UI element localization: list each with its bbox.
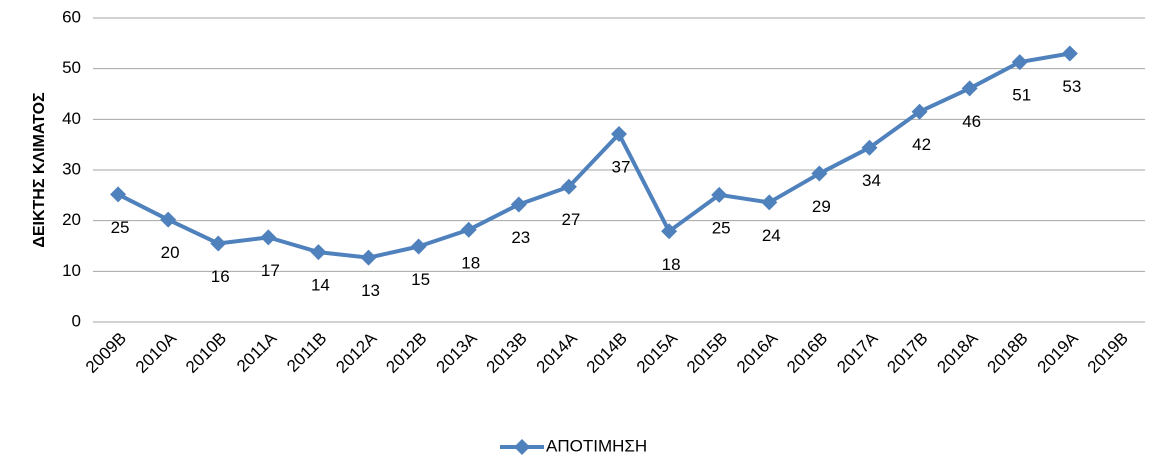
marker <box>911 103 928 120</box>
x-tick-label: 2012B <box>382 329 430 377</box>
data-label: 17 <box>261 261 280 280</box>
x-tick-label: 2015A <box>633 328 682 377</box>
x-tick-label: 2019A <box>1034 328 1083 377</box>
y-tick-label: 60 <box>62 7 81 26</box>
x-tick-label: 2018B <box>984 329 1032 377</box>
x-tick-label: 2011B <box>283 329 330 376</box>
legend-marker <box>514 439 530 455</box>
x-tick-label: 2013B <box>483 329 531 377</box>
series-line <box>117 51 1071 260</box>
marker <box>711 186 728 203</box>
x-tick-label: 2016B <box>783 329 831 377</box>
marker <box>410 238 427 255</box>
marker <box>360 249 377 266</box>
data-label: 53 <box>1062 77 1081 96</box>
x-tick-label: 2011A <box>233 328 281 376</box>
y-tick-label: 20 <box>62 210 81 229</box>
x-tick-label: 2017B <box>883 329 931 377</box>
marker <box>761 194 778 211</box>
marker <box>611 126 627 143</box>
marker <box>961 80 978 97</box>
data-label: 34 <box>862 171 881 190</box>
marker <box>1061 45 1078 62</box>
data-label: 27 <box>561 210 580 229</box>
data-label: 14 <box>311 276 330 295</box>
x-tick-label: 2015B <box>683 329 731 377</box>
marker <box>1011 54 1028 71</box>
marker <box>160 211 177 228</box>
x-tick-label: 2010B <box>182 329 230 377</box>
data-label: 18 <box>461 253 480 272</box>
data-label: 18 <box>662 255 681 274</box>
data-label: 15 <box>411 270 430 289</box>
marker <box>811 165 828 182</box>
x-tick-label: 2012A <box>332 328 381 377</box>
data-label: 51 <box>1012 86 1031 105</box>
x-tick-label: 2014B <box>583 329 631 377</box>
data-label: 13 <box>361 281 380 300</box>
data-label: 25 <box>712 218 731 237</box>
x-tick-label: 2017A <box>833 328 882 377</box>
marker <box>260 229 277 246</box>
data-label: 29 <box>812 197 831 216</box>
y-tick-label: 40 <box>62 109 81 128</box>
data-label: 24 <box>762 226 781 245</box>
marker <box>210 235 227 252</box>
data-label: 37 <box>612 158 631 177</box>
x-tick-label: 2010A <box>132 328 181 377</box>
data-label: 25 <box>111 218 130 237</box>
data-label: 46 <box>962 112 981 131</box>
y-tick-label: 30 <box>62 159 81 178</box>
x-tick-label: 2019B <box>1084 329 1132 377</box>
marker <box>861 139 878 156</box>
y-tick-label: 10 <box>62 261 81 280</box>
y-tick-label: 0 <box>72 311 81 330</box>
x-tick-label: 2013A <box>433 328 482 377</box>
legend-label: ΑΠΟΤΙΜΗΣΗ <box>546 436 647 455</box>
data-label: 20 <box>161 243 180 262</box>
marker <box>510 196 527 213</box>
marker <box>560 178 577 195</box>
y-axis-label: ΔΕΙΚΤΗΣ ΚΛΙΜΑΤΟΣ <box>31 92 48 248</box>
data-label: 16 <box>211 267 230 286</box>
data-label: 42 <box>912 135 931 154</box>
x-tick-label: 2014A <box>533 328 582 377</box>
x-tick-label: 2009B <box>82 329 130 377</box>
marker <box>310 244 327 261</box>
marker <box>110 186 127 203</box>
marker <box>460 221 477 238</box>
data-label: 23 <box>511 228 530 247</box>
x-tick-label: 2016A <box>733 328 782 377</box>
x-tick-label: 2018A <box>933 328 982 377</box>
y-tick-label: 50 <box>62 58 81 77</box>
marker <box>661 223 678 240</box>
